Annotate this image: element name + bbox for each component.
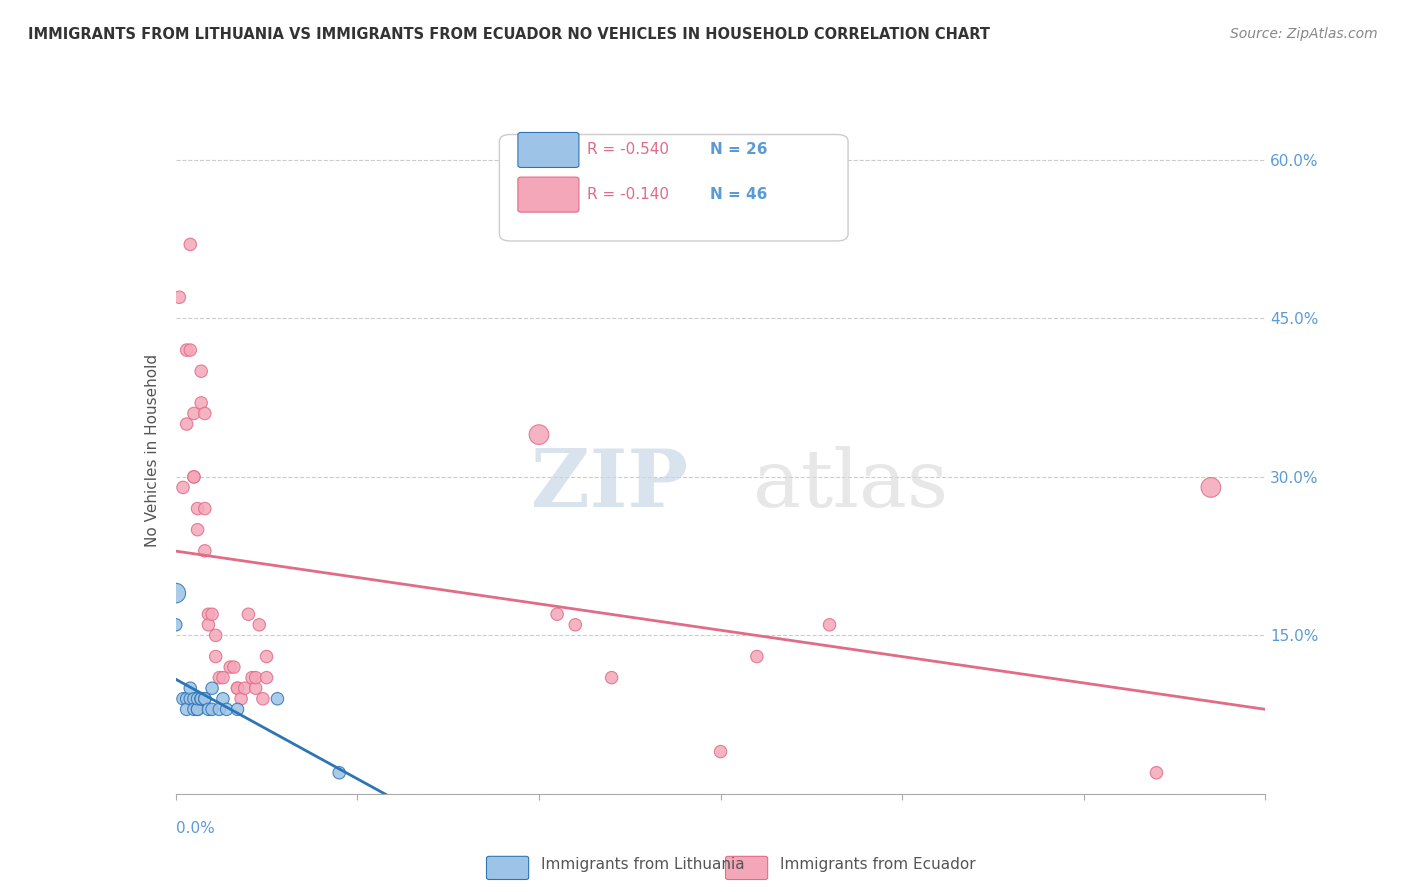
- Point: [745, 649, 768, 664]
- Point: [183, 702, 205, 716]
- Point: [233, 681, 256, 696]
- Point: [201, 681, 224, 696]
- Point: [818, 617, 841, 632]
- Y-axis label: No Vehicles in Household: No Vehicles in Household: [145, 354, 160, 547]
- Point: [179, 681, 201, 696]
- Point: [527, 427, 550, 442]
- Point: [183, 407, 205, 421]
- Point: [546, 607, 568, 622]
- Point: [190, 691, 212, 706]
- Point: [247, 617, 270, 632]
- Point: [245, 681, 267, 696]
- Point: [231, 691, 253, 706]
- Text: ZIP: ZIP: [531, 446, 688, 524]
- Text: atlas: atlas: [754, 446, 949, 524]
- Point: [212, 671, 235, 685]
- Point: [186, 501, 209, 516]
- Point: [190, 691, 212, 706]
- Point: [165, 586, 187, 600]
- Point: [183, 470, 205, 484]
- Point: [564, 617, 586, 632]
- Point: [190, 691, 212, 706]
- Point: [219, 660, 242, 674]
- Point: [186, 702, 209, 716]
- Point: [194, 691, 217, 706]
- Point: [183, 691, 205, 706]
- Point: [222, 660, 245, 674]
- Text: R = -0.540: R = -0.540: [586, 142, 668, 157]
- Point: [186, 702, 209, 716]
- Point: [252, 691, 274, 706]
- Point: [226, 702, 249, 716]
- Point: [328, 765, 350, 780]
- Point: [172, 480, 194, 494]
- Text: Source: ZipAtlas.com: Source: ZipAtlas.com: [1230, 27, 1378, 41]
- Point: [186, 523, 209, 537]
- Point: [169, 290, 191, 304]
- Point: [238, 607, 260, 622]
- Point: [256, 649, 278, 664]
- Text: 0.0%: 0.0%: [176, 822, 215, 837]
- Point: [165, 617, 187, 632]
- Point: [194, 501, 217, 516]
- Point: [245, 671, 267, 685]
- Point: [176, 343, 198, 357]
- Point: [710, 745, 733, 759]
- Text: R = -0.140: R = -0.140: [586, 186, 668, 202]
- Point: [176, 417, 198, 431]
- Text: Immigrants from Lithuania: Immigrants from Lithuania: [541, 857, 745, 872]
- Point: [176, 691, 198, 706]
- FancyBboxPatch shape: [517, 132, 579, 168]
- Point: [201, 607, 224, 622]
- Point: [179, 343, 201, 357]
- FancyBboxPatch shape: [499, 135, 848, 241]
- Text: N = 46: N = 46: [710, 186, 768, 202]
- Point: [183, 470, 205, 484]
- Point: [179, 237, 201, 252]
- Point: [240, 671, 263, 685]
- Point: [197, 617, 219, 632]
- Text: Immigrants from Ecuador: Immigrants from Ecuador: [780, 857, 976, 872]
- Point: [208, 671, 231, 685]
- Point: [172, 691, 194, 706]
- Point: [226, 681, 249, 696]
- Point: [204, 628, 226, 642]
- Point: [176, 702, 198, 716]
- Point: [190, 364, 212, 378]
- Point: [226, 681, 249, 696]
- Point: [215, 702, 238, 716]
- Point: [197, 607, 219, 622]
- Point: [194, 407, 217, 421]
- Point: [194, 544, 217, 558]
- Point: [194, 691, 217, 706]
- Point: [201, 702, 224, 716]
- Point: [212, 691, 235, 706]
- Point: [197, 702, 219, 716]
- Point: [266, 691, 288, 706]
- Text: N = 26: N = 26: [710, 142, 768, 157]
- Point: [1146, 765, 1168, 780]
- FancyBboxPatch shape: [517, 178, 579, 212]
- Point: [208, 702, 231, 716]
- Point: [190, 396, 212, 410]
- Point: [179, 691, 201, 706]
- Point: [1199, 480, 1222, 494]
- Point: [600, 671, 623, 685]
- Text: IMMIGRANTS FROM LITHUANIA VS IMMIGRANTS FROM ECUADOR NO VEHICLES IN HOUSEHOLD CO: IMMIGRANTS FROM LITHUANIA VS IMMIGRANTS …: [28, 27, 990, 42]
- Point: [256, 671, 278, 685]
- Point: [204, 649, 226, 664]
- Point: [186, 691, 209, 706]
